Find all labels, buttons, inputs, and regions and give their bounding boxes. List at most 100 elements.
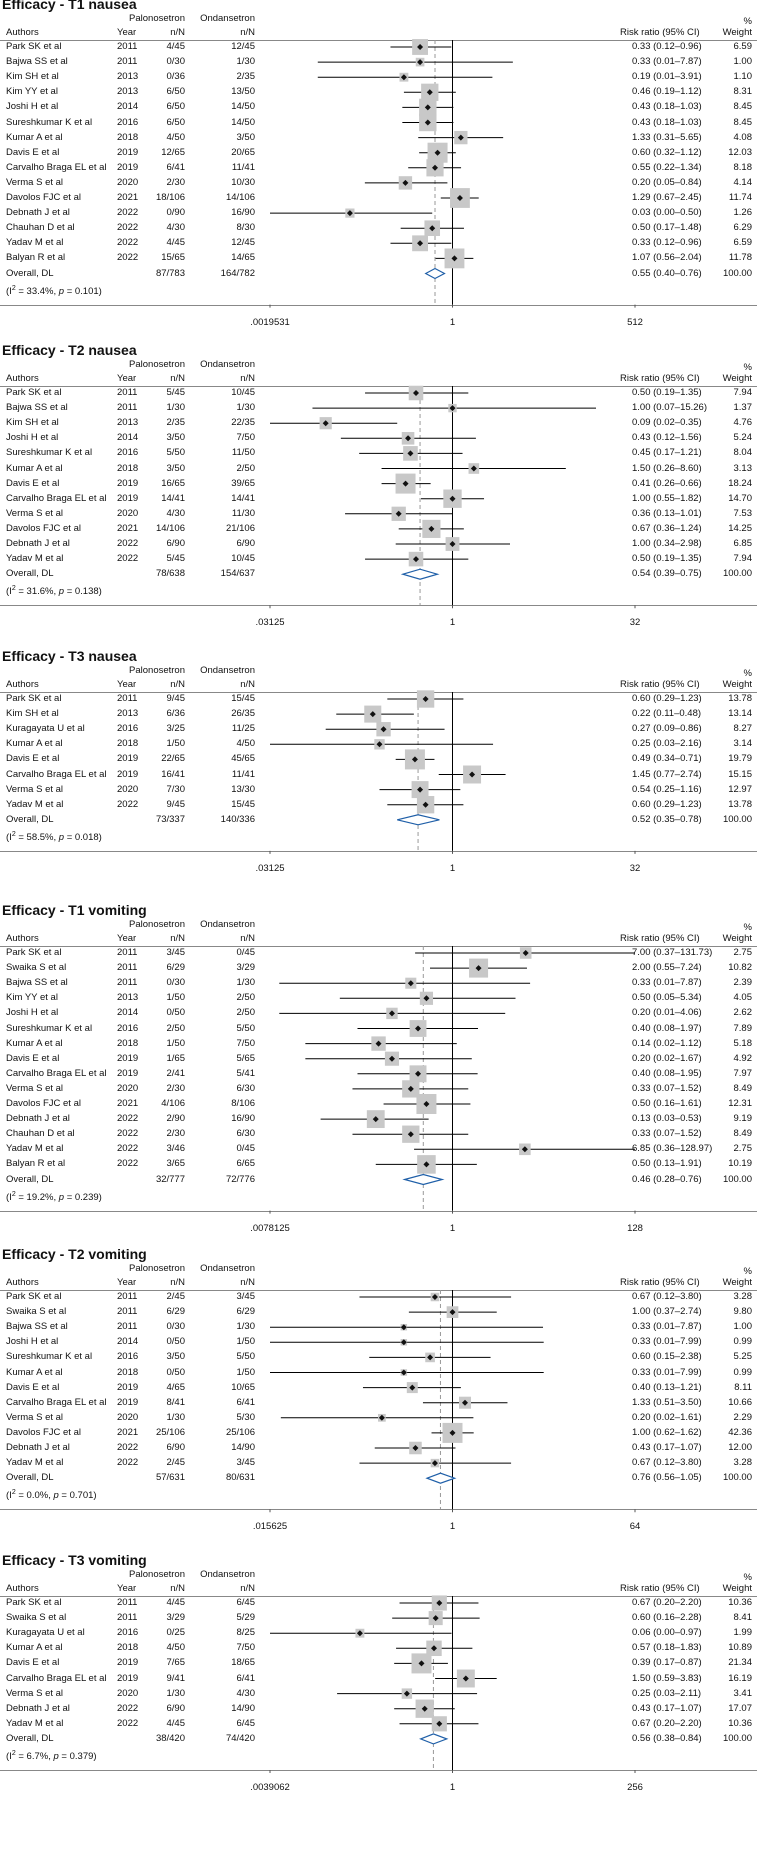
study-palonosetron-events: 4/50	[166, 1642, 186, 1654]
study-weight: 0.99	[733, 1366, 753, 1378]
study-point-estimate	[436, 1720, 443, 1727]
study-year: 2019	[117, 1672, 139, 1684]
het-i2: = 6.7%,	[15, 1751, 54, 1763]
overall-risk-ratio: 0.52 (0.35–0.78)	[632, 813, 702, 825]
study-point-estimate	[400, 1324, 407, 1331]
overall-label: Overall, DL	[6, 1732, 54, 1744]
study-weight: 8.41	[733, 1612, 753, 1624]
study-author: Joshi H et al	[6, 432, 59, 444]
study-year: 2019	[117, 1067, 139, 1079]
het-p-label: p	[53, 1490, 59, 1502]
study-ondansetron-events: 13/50	[231, 86, 255, 98]
study-point-estimate	[422, 801, 429, 808]
study-ondansetron-events: 14/90	[231, 1442, 255, 1453]
heterogeneity-stat: (I2 = 0.0%, p = 0.701)	[6, 1487, 97, 1502]
axis-tick-label: .03125	[255, 617, 285, 629]
col-header-ondansetron-sub: n/N	[240, 1277, 255, 1288]
study-point-estimate	[400, 1369, 407, 1376]
header-rule	[0, 40, 757, 41]
study-author: Sureshkumar K et al	[6, 1351, 93, 1363]
col-header-weight-percent: %	[743, 668, 752, 679]
col-header-weight: Weight	[722, 373, 752, 384]
forest-plot-area	[269, 39, 636, 308]
study-palonosetron-events: 4/45	[166, 41, 186, 52]
study-weight: 4.08	[733, 131, 753, 143]
study-palonosetron-events: 3/50	[166, 1351, 186, 1363]
study-palonosetron-events: 1/65	[166, 1052, 186, 1064]
study-year: 2020	[117, 1082, 139, 1094]
study-year: 2016	[117, 116, 139, 128]
study-weight: 14.70	[728, 492, 752, 504]
study-ondansetron-events: 18/65	[231, 1657, 255, 1669]
study-ondansetron-events: 14/50	[231, 116, 255, 128]
study-palonosetron-events: 6/29	[166, 1306, 186, 1318]
study-ondansetron-events: 2/50	[236, 462, 256, 474]
col-header-authors: Authors	[6, 1583, 39, 1594]
study-palonosetron-events: 0/25	[166, 1627, 186, 1639]
study-point-estimate	[475, 965, 482, 972]
study-weight: 2.62	[733, 1007, 753, 1019]
study-author: Chauhan D et al	[6, 1128, 75, 1140]
study-author: Kumar A et al	[6, 462, 63, 474]
study-author: Park SK et al	[6, 41, 62, 52]
study-risk-ratio: 0.60 (0.32–1.12)	[632, 146, 702, 158]
het-p-value: = 0.239)	[64, 1191, 102, 1203]
study-point-estimate	[407, 450, 414, 457]
study-palonosetron-events: 0/50	[166, 1007, 186, 1019]
study-palonosetron-events: 5/45	[166, 553, 186, 565]
study-year: 2018	[117, 1037, 139, 1049]
study-risk-ratio: 0.36 (0.13–1.01)	[632, 507, 702, 519]
study-author: Kim SH et al	[6, 708, 59, 720]
study-palonosetron-events: 0/30	[166, 977, 186, 989]
study-author: Carvalho Braga EL et al	[6, 1067, 107, 1079]
study-point-estimate	[423, 1161, 430, 1168]
study-point-estimate	[469, 771, 476, 778]
study-year: 2011	[117, 1291, 138, 1302]
header-rule	[0, 386, 757, 387]
study-ondansetron-events: 6/29	[236, 1306, 256, 1318]
study-palonosetron-events: 12/65	[161, 146, 185, 158]
overall-diamond	[402, 1173, 445, 1186]
study-year: 2018	[117, 1642, 139, 1654]
study-ondansetron-events: 1/30	[236, 56, 256, 68]
study-risk-ratio: 2.00 (0.55–7.24)	[632, 962, 702, 974]
col-header-ondansetron-sub: n/N	[240, 373, 255, 384]
study-author: Sureshkumar K et al	[6, 1022, 93, 1034]
heterogeneity-stat: (I2 = 33.4%, p = 0.101)	[6, 283, 102, 298]
study-point-estimate	[521, 1146, 528, 1153]
axis-tick-label: .015625	[252, 1521, 288, 1533]
study-weight: 6.59	[733, 237, 753, 249]
study-year: 2022	[117, 1702, 139, 1714]
study-point-estimate	[376, 741, 383, 748]
study-weight: 2.75	[733, 947, 753, 958]
study-palonosetron-events: 7/65	[166, 1657, 186, 1669]
study-ondansetron-events: 6/41	[236, 1396, 256, 1408]
study-year: 2019	[117, 477, 139, 489]
study-palonosetron-events: 1/30	[166, 1411, 186, 1423]
study-risk-ratio: 1.33 (0.31–5.65)	[632, 131, 702, 143]
study-weight: 4.92	[733, 1052, 753, 1064]
study-author: Debnath J et al	[6, 1442, 70, 1453]
study-point-estimate	[417, 59, 424, 66]
col-header-authors: Authors	[6, 679, 39, 690]
study-point-estimate	[415, 1025, 422, 1032]
axis-tick-label: 1	[449, 1782, 456, 1793]
overall-risk-ratio: 0.46 (0.28–0.76)	[632, 1173, 702, 1185]
study-palonosetron-events: 7/30	[166, 783, 186, 795]
study-risk-ratio: 0.33 (0.12–0.96)	[632, 237, 702, 249]
study-risk-ratio: 0.50 (0.19–1.35)	[632, 387, 702, 398]
study-author: Yadav M et al	[6, 237, 64, 249]
study-author: Yadav M et al	[6, 1457, 64, 1469]
forest-panel-3: Efficacy - T3 nausea Authors Year Palonoset…	[0, 648, 757, 952]
study-point-estimate	[449, 1309, 456, 1316]
study-palonosetron-events: 1/50	[166, 1037, 186, 1049]
study-ondansetron-events: 3/45	[236, 1457, 256, 1469]
overall-ondansetron-events: 74/420	[225, 1732, 255, 1744]
study-author: Davis E et al	[6, 1657, 60, 1669]
study-author: Park SK et al	[6, 1291, 62, 1302]
study-author: Davis E et al	[6, 146, 60, 158]
overall-weight: 100.00	[722, 568, 752, 580]
study-risk-ratio: 0.49 (0.34–0.71)	[632, 753, 702, 765]
study-year: 2020	[117, 783, 139, 795]
